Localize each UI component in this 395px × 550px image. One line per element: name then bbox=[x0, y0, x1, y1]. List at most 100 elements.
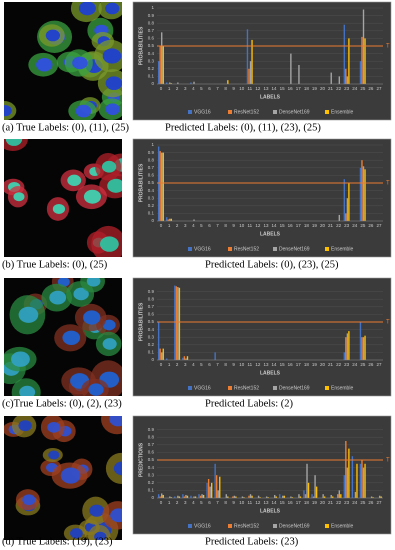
x-tick-label: 6 bbox=[208, 500, 211, 505]
x-tick-label: 20 bbox=[320, 362, 326, 367]
x-tick-label: 17 bbox=[296, 86, 302, 91]
panel: 0 0.1 0.2 0.3 0.4 0.5 0.6 0.7 0.8 0.9 1 PROBABILITI… bbox=[2, 1, 392, 133]
bar bbox=[348, 183, 350, 221]
bar bbox=[359, 322, 362, 360]
caption-true: (c)True Labels: (0), (2), (23) bbox=[2, 398, 122, 409]
bar bbox=[198, 494, 200, 498]
bar bbox=[193, 496, 195, 498]
bar bbox=[166, 358, 168, 360]
bar bbox=[190, 82, 192, 84]
y-axis-title: PROBABILITIES bbox=[138, 302, 144, 341]
bar bbox=[346, 198, 349, 221]
bar bbox=[364, 463, 366, 498]
bar bbox=[159, 151, 161, 221]
legend-label: ResNet152 bbox=[234, 385, 259, 391]
bar bbox=[345, 337, 347, 360]
x-tick-label: 7 bbox=[216, 86, 219, 91]
bar bbox=[185, 358, 187, 360]
bar bbox=[217, 490, 219, 498]
y-tick-label: 0.3 bbox=[148, 334, 155, 339]
bar bbox=[206, 482, 208, 498]
x-tick-label: 11 bbox=[247, 223, 252, 228]
legend-label: VGG16 bbox=[194, 246, 211, 252]
x-tick-label: 18 bbox=[304, 86, 310, 91]
x-axis-title: LABELS bbox=[260, 94, 281, 100]
y-tick-label: 0.5 bbox=[148, 457, 155, 462]
bar bbox=[311, 494, 313, 498]
bar bbox=[183, 496, 186, 498]
bar bbox=[340, 494, 342, 498]
legend-label: VGG16 bbox=[194, 109, 211, 115]
legend-label: VGG16 bbox=[194, 385, 211, 391]
bar bbox=[162, 152, 164, 221]
bar bbox=[359, 61, 362, 84]
x-tick-label: 23 bbox=[344, 223, 350, 228]
y-tick-label: 0.9 bbox=[148, 289, 155, 294]
bar bbox=[372, 497, 374, 498]
legend-label: VGG16 bbox=[194, 523, 211, 529]
x-tick-label: 20 bbox=[320, 223, 326, 228]
bar bbox=[361, 337, 363, 360]
bar bbox=[346, 333, 349, 360]
y-tick-label: 0.1 bbox=[148, 488, 155, 493]
bar bbox=[290, 496, 292, 498]
legend-swatch bbox=[325, 247, 329, 251]
x-axis-title: LABELS bbox=[260, 508, 281, 514]
y-tick-label: 0 bbox=[151, 357, 154, 362]
bar bbox=[290, 53, 292, 84]
bar bbox=[161, 152, 163, 221]
bar bbox=[338, 490, 340, 498]
bar bbox=[194, 496, 197, 498]
legend-label: DenseNet169 bbox=[279, 246, 310, 252]
caption-predicted: Predicted Labels: (0), (23), (25) bbox=[205, 259, 339, 270]
x-tick-label: 12 bbox=[255, 86, 261, 91]
bar bbox=[312, 496, 315, 498]
x-tick-label: 9 bbox=[232, 86, 235, 91]
x-tick-label: 8 bbox=[224, 223, 227, 228]
x-tick-label: 9 bbox=[232, 362, 235, 367]
bar bbox=[362, 467, 365, 498]
y-tick-label: 0.5 bbox=[148, 319, 155, 324]
bar bbox=[307, 482, 310, 498]
y-tick-label: 0.2 bbox=[148, 66, 155, 71]
x-tick-label: 16 bbox=[288, 500, 294, 505]
y-tick-label: 0.3 bbox=[148, 195, 155, 200]
y-tick-label: 0 bbox=[151, 218, 154, 223]
x-tick-label: 23 bbox=[344, 362, 350, 367]
y-tick-label: 0.4 bbox=[148, 465, 155, 470]
legend-swatch bbox=[273, 247, 277, 251]
x-tick-label: 13 bbox=[263, 500, 269, 505]
bar bbox=[159, 46, 161, 84]
x-tick-label: 25 bbox=[360, 500, 366, 505]
x-tick-label: 15 bbox=[280, 500, 286, 505]
bar bbox=[378, 495, 381, 498]
y-tick-label: 0.7 bbox=[148, 28, 155, 33]
y-tick-label: 0.4 bbox=[148, 188, 155, 193]
x-tick-label: 8 bbox=[224, 86, 227, 91]
y-tick-label: 0.2 bbox=[148, 203, 155, 208]
x-tick-label: 10 bbox=[239, 86, 245, 91]
x-tick-label: 12 bbox=[255, 223, 261, 228]
y-tick-label: 0.3 bbox=[148, 58, 155, 63]
legend-label: ResNet152 bbox=[234, 109, 259, 115]
y-tick-label: 1 bbox=[151, 142, 154, 147]
y-tick-label: 0.6 bbox=[148, 36, 155, 41]
bar bbox=[361, 36, 363, 84]
x-tick-label: 15 bbox=[280, 362, 286, 367]
bar bbox=[159, 496, 161, 498]
legend-swatch bbox=[228, 524, 232, 528]
y-tick-label: 0.6 bbox=[148, 450, 155, 455]
bar bbox=[362, 166, 365, 221]
bar bbox=[330, 72, 332, 84]
x-tick-label: 18 bbox=[304, 223, 310, 228]
bar bbox=[183, 356, 186, 360]
x-axis-title: LABELS bbox=[260, 231, 281, 237]
caption-predicted: Predicted Labels: (2) bbox=[205, 398, 294, 409]
bar bbox=[348, 38, 350, 84]
x-tick-label: 8 bbox=[224, 362, 227, 367]
bar bbox=[345, 441, 347, 498]
y-tick-label: 0 bbox=[151, 495, 154, 500]
bar bbox=[345, 68, 347, 84]
bar bbox=[177, 495, 179, 498]
x-tick-label: 5 bbox=[200, 362, 203, 367]
